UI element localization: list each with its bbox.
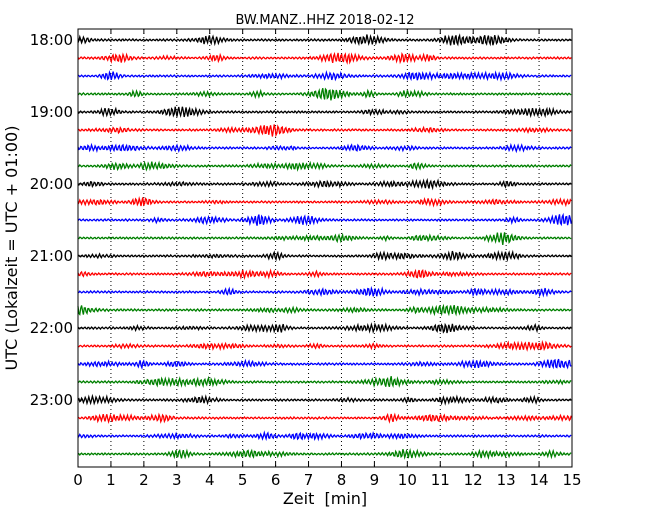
trace-2: [77, 69, 572, 82]
x-tick-label-14: 14: [530, 471, 549, 489]
trace-18: [77, 358, 572, 371]
x-tick-label-7: 7: [304, 471, 314, 489]
x-tick-label-0: 0: [73, 471, 83, 489]
y-tick-label-4: 22:00: [30, 319, 73, 337]
x-tick-label-11: 11: [431, 471, 450, 489]
y-tick-label-1: 19:00: [30, 103, 73, 121]
trace-13: [77, 268, 572, 281]
y-tick-label-3: 21:00: [30, 247, 73, 265]
y-tick-label-2: 20:00: [30, 175, 73, 193]
chart-title: BW.MANZ..HHZ 2018-02-12: [235, 13, 414, 28]
x-tick-label-9: 9: [370, 471, 380, 489]
x-tick-label-12: 12: [464, 471, 483, 489]
trace-10: [77, 212, 572, 227]
trace-19: [77, 375, 572, 389]
trace-20: [77, 393, 572, 406]
trace-16: [77, 322, 572, 334]
trace-1: [77, 51, 572, 65]
x-tick-label-15: 15: [562, 471, 581, 489]
seismogram-traces: [77, 33, 572, 460]
x-tick-label-13: 13: [497, 471, 516, 489]
x-tick-label-4: 4: [205, 471, 215, 489]
trace-12: [77, 249, 572, 263]
y-axis-label: UTC (Lokalzeit = UTC + 01:00): [2, 126, 21, 371]
trace-15: [77, 303, 572, 317]
y-axis-tick-labels: 18:00 19:00 20:00 21:00 22:00 23:00: [30, 31, 73, 409]
trace-3: [77, 87, 572, 101]
x-tick-label-10: 10: [398, 471, 417, 489]
trace-8: [77, 177, 572, 191]
x-tick-label-8: 8: [337, 471, 347, 489]
y-tick-label-5: 23:00: [30, 391, 73, 409]
trace-14: [77, 285, 572, 298]
x-tick-label-1: 1: [106, 471, 116, 489]
trace-9: [77, 196, 572, 208]
x-tick-label-5: 5: [238, 471, 248, 489]
plot-area-frame: [77, 28, 573, 468]
x-tick-label-2: 2: [139, 471, 149, 489]
trace-0: [77, 33, 572, 47]
trace-21: [77, 412, 572, 425]
axis-ticks: [77, 29, 573, 467]
trace-6: [77, 142, 572, 154]
x-tick-label-6: 6: [271, 471, 281, 489]
trace-23: [77, 448, 572, 460]
trace-22: [77, 430, 572, 442]
trace-5: [77, 124, 572, 138]
x-axis-label: Zeit [min]: [283, 489, 367, 508]
y-tick-label-0: 18:00: [30, 31, 73, 49]
x-axis-tick-labels: 0 1 2 3 4 5 6 7 8 9 10 11 12 13 14 15: [73, 471, 581, 489]
x-tick-label-3: 3: [172, 471, 182, 489]
trace-7: [77, 160, 572, 172]
trace-17: [77, 339, 572, 352]
trace-4: [77, 106, 572, 119]
trace-11: [77, 232, 572, 245]
